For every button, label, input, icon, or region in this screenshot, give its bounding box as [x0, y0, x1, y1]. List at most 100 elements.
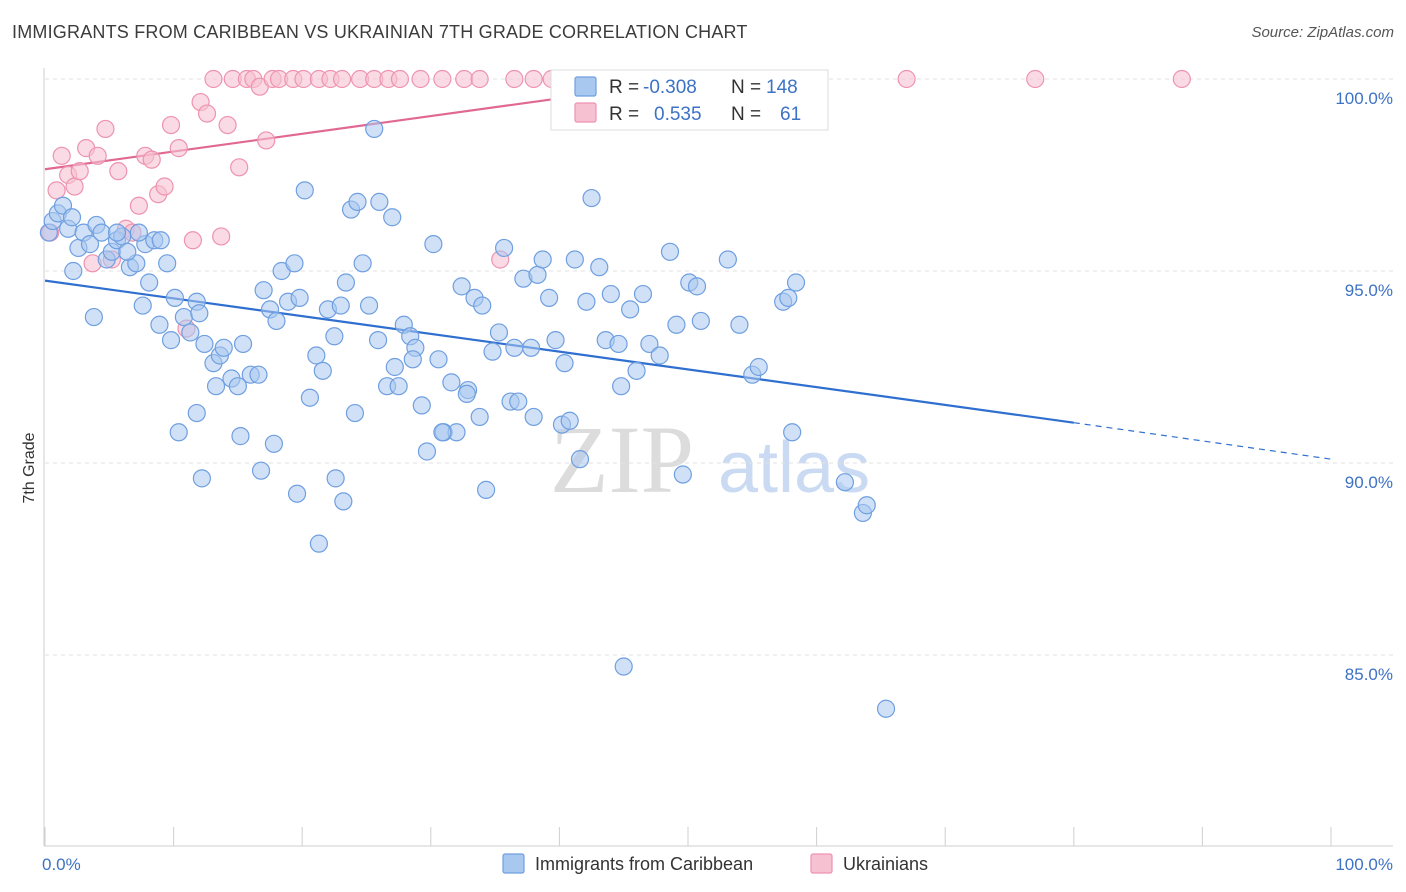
data-point-caribbean [779, 288, 798, 307]
legend-n-value-caribbean: 148 [766, 77, 798, 98]
data-point-caribbean [285, 254, 304, 273]
data-point-caribbean [383, 208, 402, 227]
data-point-ukrainians [169, 139, 188, 158]
data-point-caribbean [326, 469, 345, 488]
data-point-caribbean [150, 315, 169, 334]
data-point-caribbean [192, 469, 211, 488]
data-point-caribbean [470, 407, 489, 427]
data-point-ukrainians [129, 196, 148, 215]
legend-n-label-caribbean: N = [731, 77, 761, 98]
data-point-caribbean [267, 311, 286, 331]
data-point-ukrainians [1172, 69, 1191, 89]
data-point-caribbean [389, 377, 408, 396]
data-point-caribbean [476, 480, 496, 499]
data-point-caribbean [174, 307, 193, 327]
data-point-caribbean [336, 273, 356, 292]
data-point-caribbean [522, 338, 541, 357]
data-point-ukrainians [218, 115, 237, 135]
data-point-caribbean [334, 492, 353, 511]
data-point-caribbean [181, 323, 200, 342]
data-point-caribbean [555, 354, 574, 373]
data-point-caribbean [621, 300, 640, 319]
data-point-caribbean [483, 342, 502, 361]
data-point-caribbean [107, 223, 127, 242]
data-point-caribbean [667, 315, 686, 334]
data-point-ukrainians [142, 150, 161, 169]
data-point-caribbean [876, 699, 896, 718]
data-point-caribbean [345, 403, 365, 423]
data-point-caribbean [442, 373, 461, 392]
legend-n-label-ukrainians: N = [731, 104, 761, 125]
data-point-ukrainians [204, 69, 223, 89]
legend-swatch-ukrainians [574, 102, 597, 123]
data-point-caribbean [359, 296, 379, 315]
data-point-caribbean [590, 258, 609, 277]
axes [43, 68, 1393, 847]
y-axis-label: 7th Grade [21, 432, 38, 503]
data-point-caribbean [457, 384, 476, 403]
data-point-caribbean [264, 434, 284, 453]
data-point-caribbean [80, 235, 100, 254]
data-point-ukrainians [230, 158, 249, 177]
legend-r-label-caribbean: R = [609, 77, 639, 98]
watermark-atlas: atlas [718, 428, 870, 508]
data-point-caribbean [62, 208, 82, 227]
data-point-caribbean [348, 192, 367, 211]
data-point-ukrainians [455, 69, 474, 89]
data-point-caribbean [331, 296, 350, 315]
legend-label-ukrainians: Ukrainians [843, 854, 928, 874]
legend-label-caribbean: Immigrants from Caribbean [535, 854, 753, 874]
data-point-ukrainians [433, 69, 452, 89]
data-point-caribbean [290, 288, 309, 307]
data-point-caribbean [206, 377, 226, 396]
trend-lines [44, 75, 1332, 460]
data-point-caribbean [309, 534, 329, 553]
data-point-caribbean [353, 254, 372, 273]
data-point-ukrainians [109, 162, 128, 181]
data-point-caribbean [509, 392, 528, 411]
data-point-caribbean [560, 411, 579, 430]
data-point-caribbean [627, 361, 646, 380]
data-point-caribbean [403, 350, 422, 369]
data-point-caribbean [577, 292, 596, 311]
data-point-caribbean [228, 377, 247, 396]
data-point-caribbean [565, 250, 584, 269]
data-point-caribbean [528, 265, 547, 284]
data-point-caribbean [158, 254, 177, 273]
y-tick-label: 85.0% [1345, 665, 1393, 684]
data-point-caribbean [433, 423, 452, 442]
data-point-caribbean [640, 334, 659, 354]
data-point-caribbean [140, 273, 159, 292]
legend-swatch-ukrainians-bottom [810, 853, 833, 874]
data-point-caribbean [673, 465, 692, 484]
data-point-ukrainians [411, 69, 430, 89]
data-point-caribbean [365, 119, 384, 139]
data-point-ukrainians [161, 115, 181, 135]
data-point-ukrainians [70, 162, 89, 181]
x-tick-label: 100.0% [1335, 855, 1393, 874]
data-point-caribbean [169, 423, 188, 442]
data-point-caribbean [385, 357, 404, 377]
data-point-caribbean [601, 284, 620, 304]
data-point-caribbean [452, 277, 471, 296]
data-point-ukrainians [897, 69, 916, 89]
data-point-caribbean [786, 273, 806, 292]
legend-r-value-ukrainians: 0.535 [654, 104, 702, 125]
legend-swatch-caribbean-bottom [502, 853, 525, 874]
data-point-caribbean [295, 181, 314, 200]
data-point-caribbean [370, 192, 389, 211]
data-point-caribbean [307, 346, 326, 365]
data-point-caribbean [64, 261, 83, 281]
chart-title: IMMIGRANTS FROM CARIBBEAN VS UKRAINIAN 7… [12, 22, 748, 42]
data-point-caribbean [412, 396, 431, 415]
data-point-caribbean [687, 277, 707, 296]
data-point-caribbean [857, 496, 876, 515]
data-point-caribbean [473, 296, 492, 315]
data-point-ukrainians [470, 69, 489, 89]
data-point-ukrainians [65, 177, 84, 196]
data-point-caribbean [612, 377, 631, 396]
data-point-caribbean [524, 407, 543, 427]
data-point-caribbean [313, 361, 332, 380]
data-point-caribbean [533, 250, 552, 269]
